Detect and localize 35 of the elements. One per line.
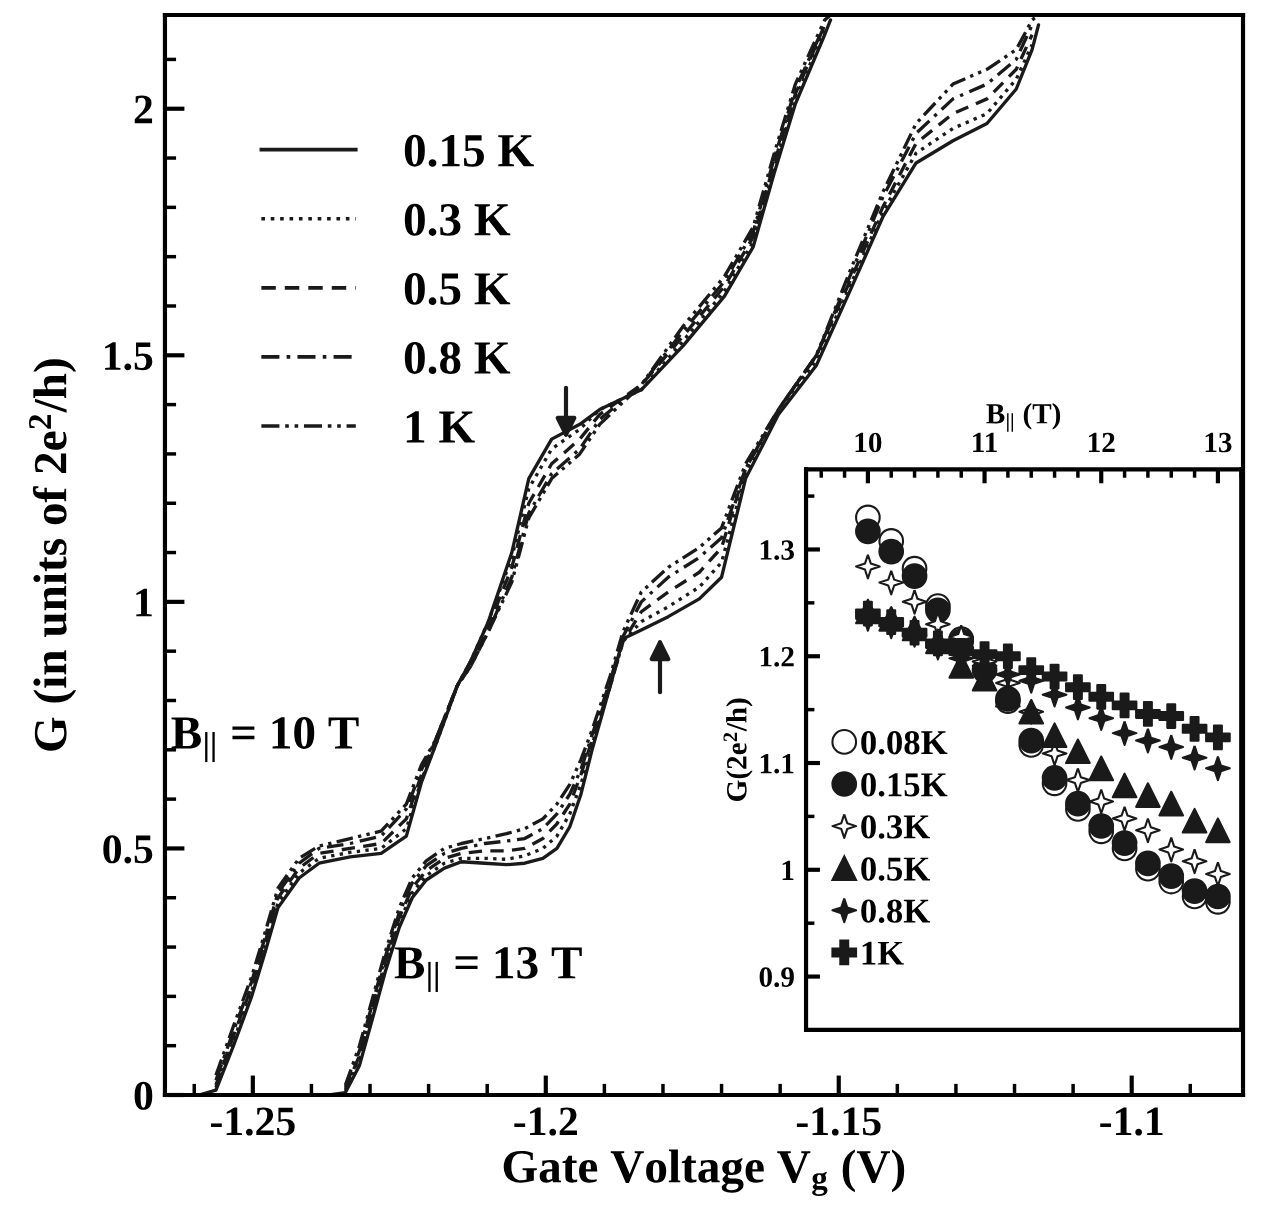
y-tick-label: 1.2 [760, 647, 794, 667]
x-tick-label: -1.15 [796, 1107, 881, 1136]
legend-label: 0.15K [861, 773, 948, 797]
legend-label: 0.3K [861, 815, 931, 839]
x-tick-label: 11 [973, 432, 997, 453]
x-tick-label: 12 [1088, 432, 1115, 453]
y-tick-label: 0 [134, 1081, 153, 1110]
y-tick-label: 2 [134, 95, 153, 124]
x-axis-title: B$_{||}$ (T) [986, 403, 1061, 432]
legend-label: 0.5 K [404, 272, 511, 306]
annotation: B$_{||}$ = 13 T [394, 947, 582, 992]
y-tick-label: 1.5 [105, 342, 153, 371]
legend-label: 1 K [406, 411, 475, 443]
x-tick-label: -1.25 [210, 1107, 295, 1136]
x-axis-title: Gate Voltage V$_{g}$ (V) [503, 1149, 905, 1197]
annotation: B$_{||}$ = 10 T [171, 717, 359, 763]
y-tick-label: 1 [782, 860, 794, 880]
x-tick-label: 10 [855, 432, 882, 453]
y-tick-label: 0.9 [759, 967, 794, 988]
y-tick-label: 1.1 [760, 753, 794, 774]
y-axis-title: G(2e$^{2}$/h) [723, 698, 753, 801]
legend-label: 0.3 K [404, 203, 511, 236]
x-tick-label: -1.2 [514, 1107, 577, 1136]
legend-label: 0.08K [861, 730, 948, 755]
legend-label: 0.5K [861, 857, 931, 881]
y-tick-label: 0.5 [103, 835, 153, 864]
legend-label: 0.8 K [404, 342, 511, 375]
legend-label: 0.8K [861, 899, 931, 923]
y-axis-title: G (in units of 2e$^{2}$/h) [29, 359, 77, 751]
y-tick-label: 1 [136, 588, 152, 617]
legend-label: 0.15 K [404, 134, 534, 167]
y-tick-label: 1.3 [760, 540, 794, 561]
legend-label: 1K [862, 941, 904, 965]
x-tick-label: 13 [1205, 432, 1232, 453]
x-tick-label: -1.1 [1100, 1107, 1163, 1136]
